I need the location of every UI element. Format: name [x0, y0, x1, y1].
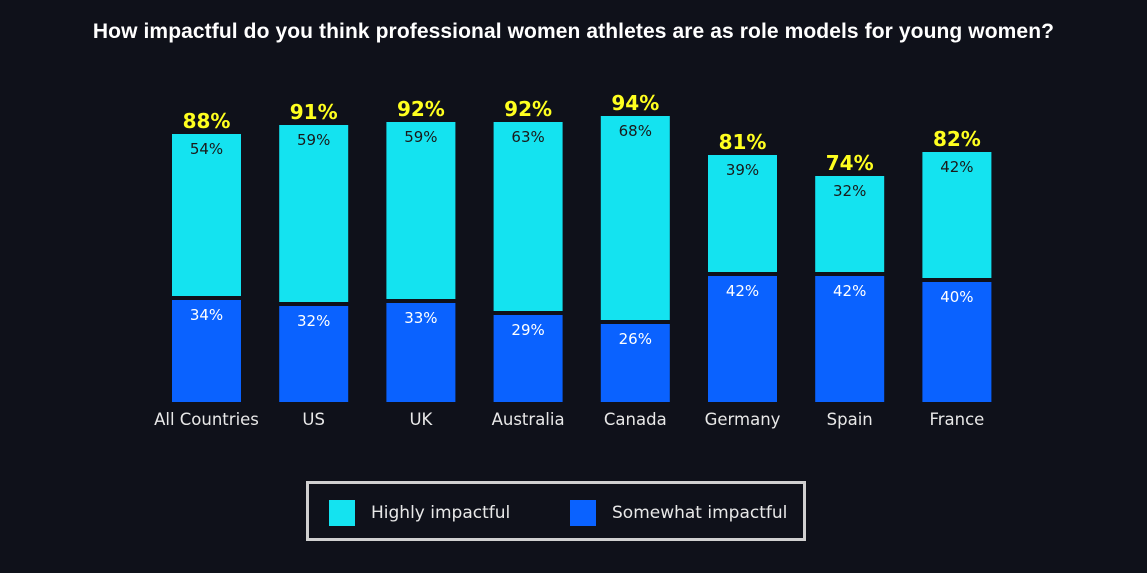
chart-title: How impactful do you think professional … — [92, 20, 1055, 43]
label-highly: 39% — [726, 161, 759, 179]
label-somewhat: 34% — [190, 306, 223, 324]
label-total: 92% — [397, 97, 445, 121]
legend: Highly impactful Somewhat impactful — [306, 481, 806, 541]
legend-swatch-highly — [329, 500, 355, 526]
label-total: 82% — [933, 127, 981, 151]
bar-highly — [815, 176, 885, 272]
legend-label-somewhat: Somewhat impactful — [612, 503, 788, 523]
bar-somewhat — [386, 303, 456, 402]
x-tick-label: UK — [409, 410, 433, 429]
x-tick-label: France — [929, 410, 984, 429]
label-highly: 59% — [404, 128, 437, 146]
bar-somewhat — [815, 276, 885, 402]
bar-highly — [922, 152, 992, 278]
x-tick-label: Germany — [705, 410, 781, 429]
bar-highly — [279, 125, 349, 302]
label-somewhat: 32% — [297, 312, 330, 330]
bar-highly — [600, 116, 670, 320]
x-tick-label: All Countries — [154, 410, 259, 429]
bar-highly — [172, 134, 241, 296]
bar-somewhat — [279, 306, 349, 402]
x-tick-label: Canada — [604, 410, 667, 429]
legend-swatch-somewhat — [570, 500, 596, 526]
bar-highly — [493, 122, 563, 311]
label-somewhat: 26% — [619, 330, 652, 348]
bar-somewhat — [600, 324, 670, 402]
label-somewhat: 42% — [726, 282, 759, 300]
label-total: 91% — [290, 100, 338, 124]
x-tick-label: Spain — [827, 410, 873, 429]
legend-item-highly: Highly impactful — [329, 500, 510, 526]
label-somewhat: 33% — [404, 309, 437, 327]
label-highly: 63% — [511, 128, 544, 146]
label-highly: 59% — [297, 131, 330, 149]
label-highly: 42% — [940, 158, 973, 176]
label-somewhat: 29% — [511, 321, 544, 339]
label-total: 88% — [183, 109, 231, 133]
label-total: 92% — [504, 97, 552, 121]
bar-somewhat — [708, 276, 777, 402]
x-tick-label: US — [302, 410, 325, 429]
label-highly: 54% — [190, 140, 223, 158]
stacked-bar-chart: 34% 54% 88% All Countries 32% 59% 91% US 33% 59% 9… — [154, 91, 992, 429]
bar-somewhat — [922, 282, 992, 402]
legend-item-somewhat: Somewhat impactful — [570, 500, 787, 526]
label-somewhat: 42% — [833, 282, 866, 300]
legend-label-highly: Highly impactful — [371, 503, 511, 523]
bar-somewhat — [172, 300, 241, 402]
label-total: 74% — [826, 151, 874, 175]
label-highly: 68% — [619, 122, 652, 140]
x-tick-label: Australia — [492, 410, 565, 429]
bar-highly — [386, 122, 456, 299]
label-somewhat: 40% — [940, 288, 973, 306]
label-highly: 32% — [833, 182, 866, 200]
label-total: 81% — [719, 130, 767, 154]
bar-highly — [708, 155, 777, 272]
label-total: 94% — [611, 91, 659, 115]
bar-somewhat — [493, 315, 563, 402]
